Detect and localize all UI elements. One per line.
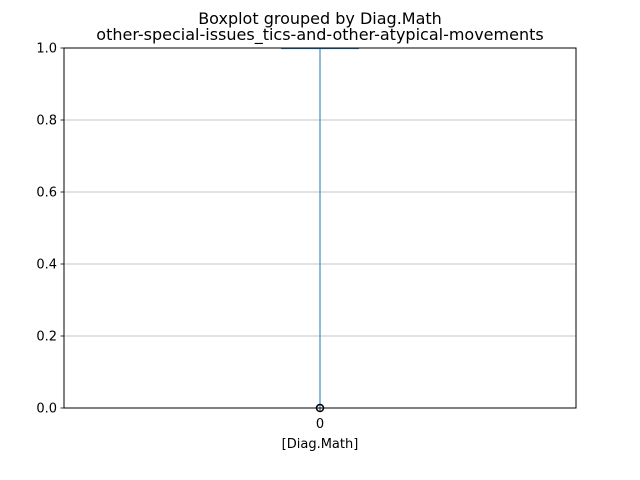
y-tick-label: 0.4 xyxy=(36,258,57,273)
x-tick-label: 0 xyxy=(316,417,324,432)
box-elements xyxy=(281,47,359,413)
figure-suptitle: Boxplot grouped by Diag.Math xyxy=(198,9,442,28)
x-axis-label: [Diag.Math] xyxy=(282,437,359,452)
y-tick-label: 0.6 xyxy=(36,186,57,201)
y-tick-label: 1.0 xyxy=(36,42,57,57)
x-axis-ticks: 0 xyxy=(316,408,324,432)
y-tick-label: 0.2 xyxy=(36,330,57,345)
y-tick-label: 0.8 xyxy=(36,114,57,129)
y-tick-label: 0.0 xyxy=(36,402,57,417)
chart-title: other-special-issues_tics-and-other-atyp… xyxy=(96,25,543,45)
y-axis-ticks: 0.0 0.2 0.4 0.6 0.8 1.0 xyxy=(36,42,64,417)
